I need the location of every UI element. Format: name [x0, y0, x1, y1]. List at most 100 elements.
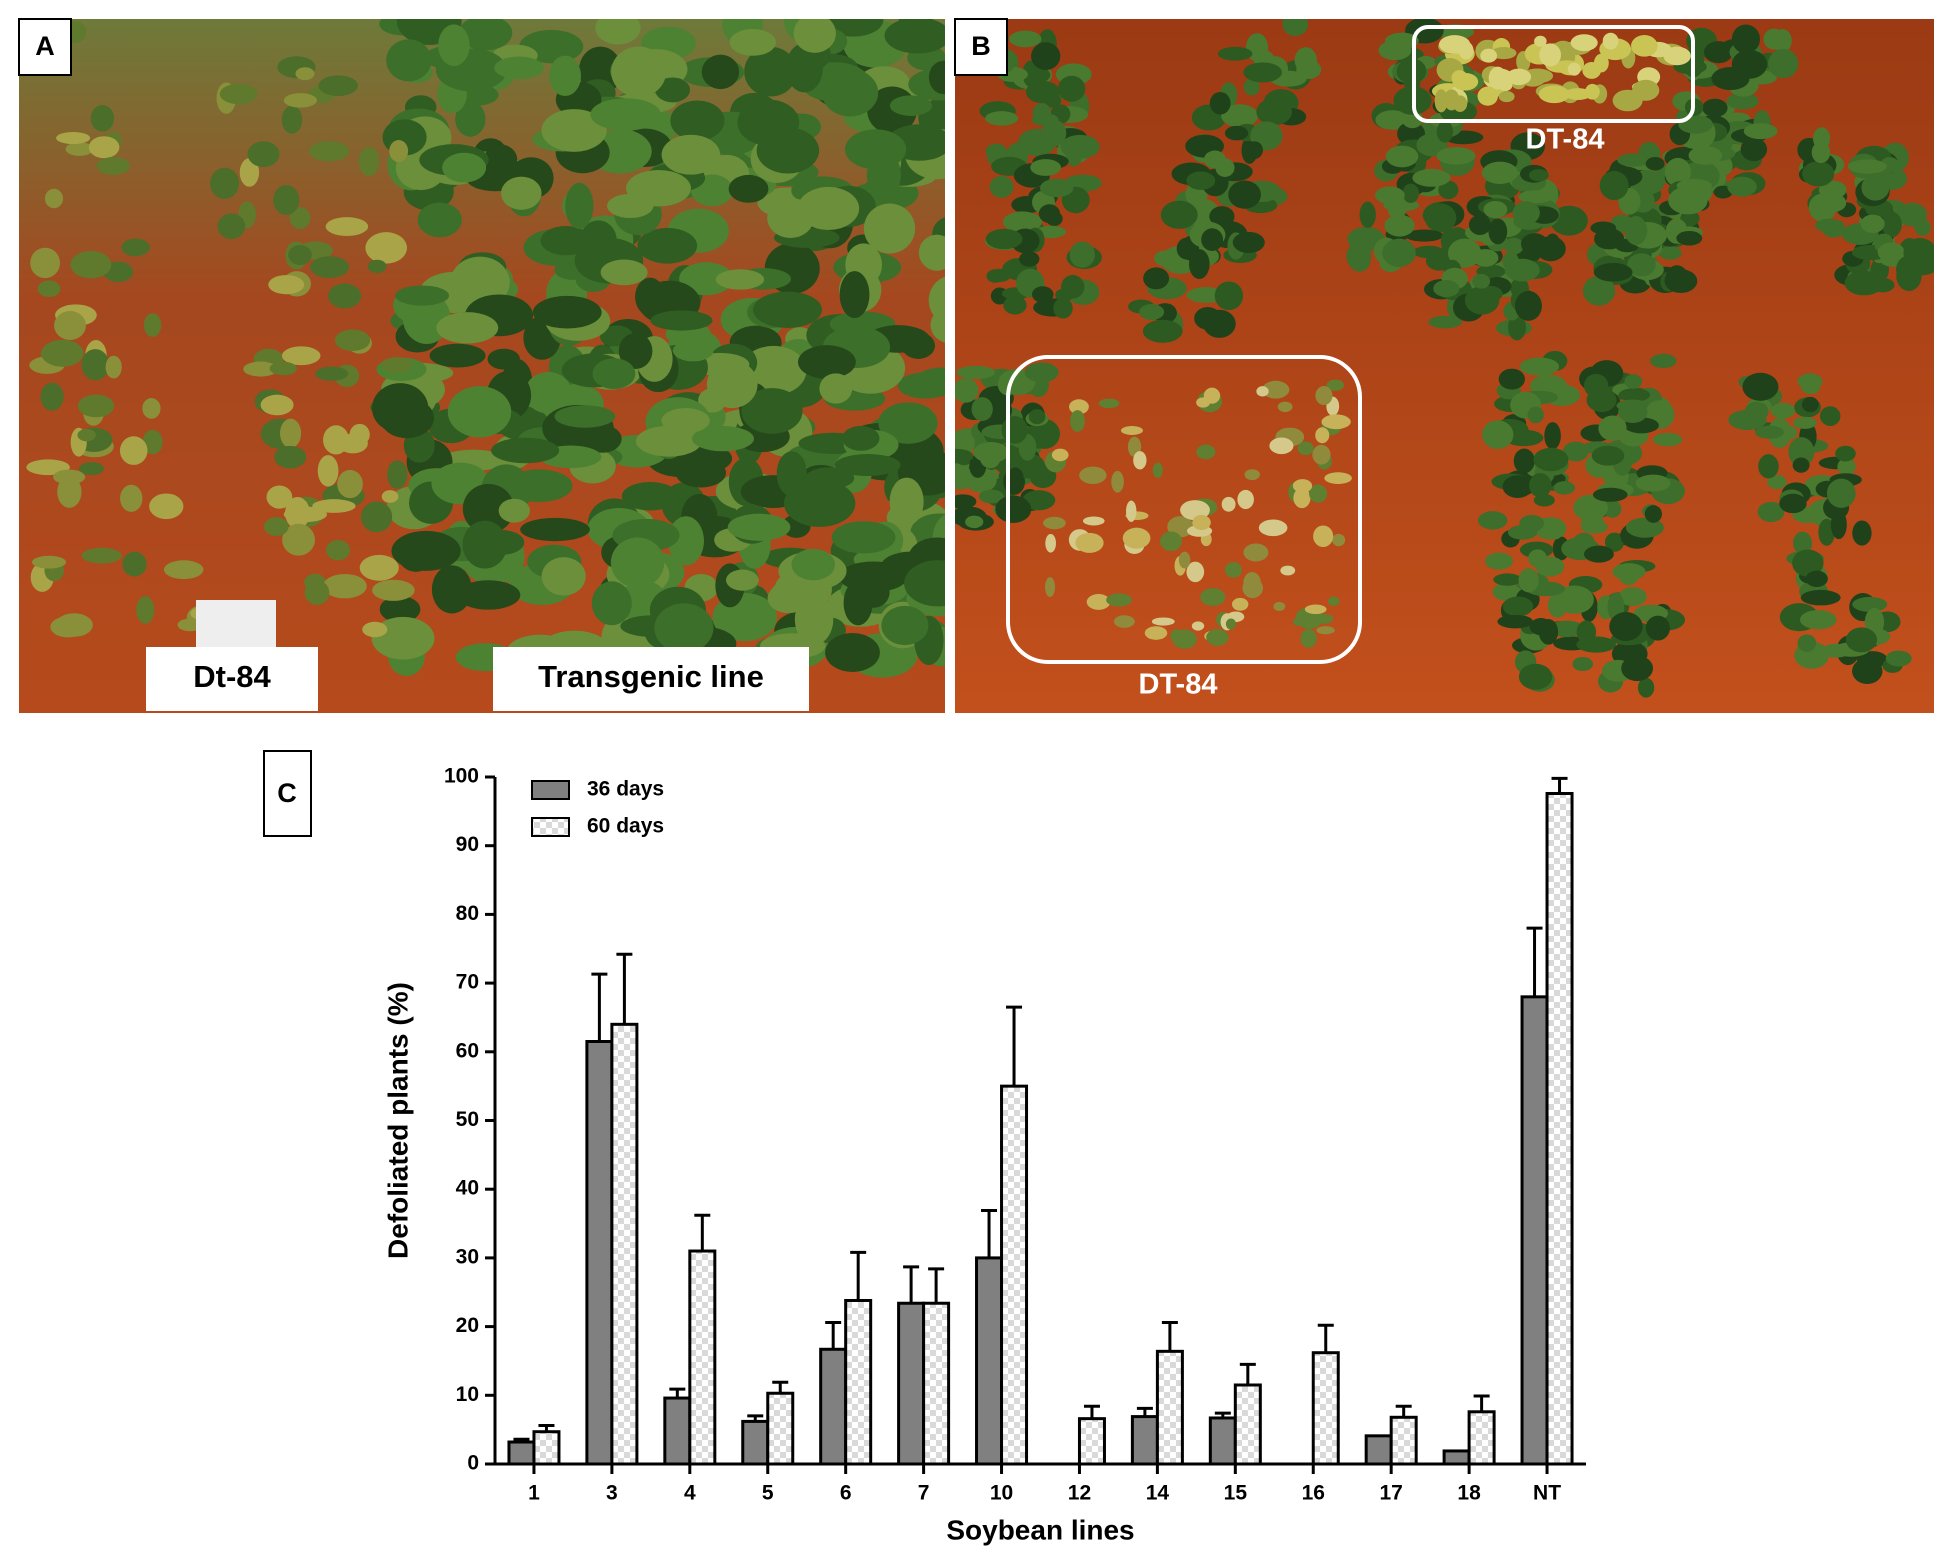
leaf — [729, 29, 777, 56]
leaf — [985, 228, 1023, 250]
highlight-box — [1006, 355, 1362, 664]
leaf — [955, 448, 974, 464]
y-tick-label: 50 — [456, 1108, 479, 1131]
leaf — [554, 405, 616, 428]
leaf — [675, 458, 726, 488]
label-box — [493, 647, 809, 711]
leaf — [1814, 218, 1845, 233]
leaf — [323, 425, 350, 455]
leaf — [1316, 626, 1335, 635]
leaf — [1830, 509, 1847, 540]
leaf — [1728, 409, 1767, 430]
plant-tag — [196, 600, 276, 650]
leaf — [1603, 499, 1622, 518]
leaf — [334, 329, 371, 351]
leaf — [1111, 470, 1124, 493]
leaf — [1861, 174, 1890, 201]
error-bar — [1526, 926, 1543, 997]
leaf — [863, 203, 916, 254]
leaf — [650, 310, 713, 331]
leaf — [1635, 474, 1671, 492]
leaf — [1439, 35, 1471, 54]
leaf — [857, 577, 890, 608]
photo-label: Transgenic line — [538, 659, 764, 694]
leaf — [283, 93, 317, 108]
leaf — [1555, 585, 1594, 614]
leaf — [1504, 429, 1544, 447]
y-tick-label: 90 — [456, 833, 479, 856]
error-bar — [1395, 1404, 1412, 1418]
leaf — [53, 469, 86, 485]
leaf — [279, 418, 302, 448]
leaf — [1396, 58, 1427, 84]
leaf — [1405, 229, 1444, 242]
leaf — [1324, 472, 1352, 484]
photo-annotation: DT-84 — [1526, 124, 1605, 156]
leaf — [1120, 426, 1143, 435]
leaf — [1703, 41, 1733, 64]
leaf — [728, 174, 769, 203]
bar — [1208, 1416, 1237, 1466]
leaf — [1438, 180, 1459, 200]
leaf — [163, 560, 204, 580]
leaf — [1805, 570, 1828, 587]
leaf — [741, 388, 803, 434]
leaf — [260, 394, 294, 416]
leaf — [756, 127, 820, 174]
leaf — [661, 408, 710, 434]
leaf — [1801, 381, 1821, 394]
bar — [1389, 1415, 1418, 1466]
leaf — [1086, 594, 1111, 610]
bar — [1520, 995, 1549, 1466]
bar — [1130, 1415, 1159, 1466]
leaf — [1293, 617, 1305, 627]
leaf — [1224, 125, 1249, 141]
leaf — [1498, 91, 1515, 103]
leaf — [371, 616, 435, 660]
x-axis-title: Soybean lines — [946, 1514, 1134, 1545]
photo-a: A Dt-84 Transgenic line — [18, 18, 945, 713]
leaf — [81, 349, 110, 381]
leaf — [989, 175, 1014, 198]
leaf — [1028, 419, 1060, 449]
leaf — [1845, 627, 1878, 653]
leaf — [1740, 137, 1768, 162]
leaf — [1031, 286, 1054, 303]
leaf — [606, 193, 654, 218]
leaf — [1385, 32, 1419, 50]
leaf — [1172, 629, 1197, 649]
leaf — [1819, 406, 1841, 426]
leaf — [1244, 469, 1260, 481]
leaf — [429, 343, 486, 368]
bar — [922, 1301, 951, 1466]
leaf — [119, 436, 148, 465]
leaf — [679, 262, 734, 296]
bar — [1000, 1084, 1029, 1466]
leaf — [1041, 119, 1067, 147]
leaf — [1743, 123, 1778, 140]
leaf — [1224, 562, 1242, 578]
leaf — [88, 136, 120, 159]
leaf — [844, 129, 907, 170]
leaf — [1852, 520, 1872, 546]
leaf — [387, 460, 408, 489]
x-tick-label: 6 — [840, 1482, 852, 1505]
leaf — [1570, 34, 1598, 52]
leaf — [744, 46, 798, 97]
leaf — [1451, 70, 1468, 86]
photo-b: B DT-84 DT-84 — [954, 18, 1934, 713]
leaf — [264, 517, 289, 537]
leaf — [81, 547, 122, 564]
leaf — [819, 373, 853, 404]
leaf — [55, 613, 93, 637]
leaf — [1434, 89, 1448, 113]
leaf — [90, 105, 115, 132]
leaf — [1518, 568, 1539, 593]
leaf — [1792, 457, 1810, 473]
leaf — [541, 557, 586, 596]
leaf — [1584, 545, 1614, 563]
leaf — [315, 366, 349, 381]
bar — [741, 1419, 770, 1466]
leaf — [1483, 200, 1508, 219]
leaf — [1564, 88, 1592, 100]
